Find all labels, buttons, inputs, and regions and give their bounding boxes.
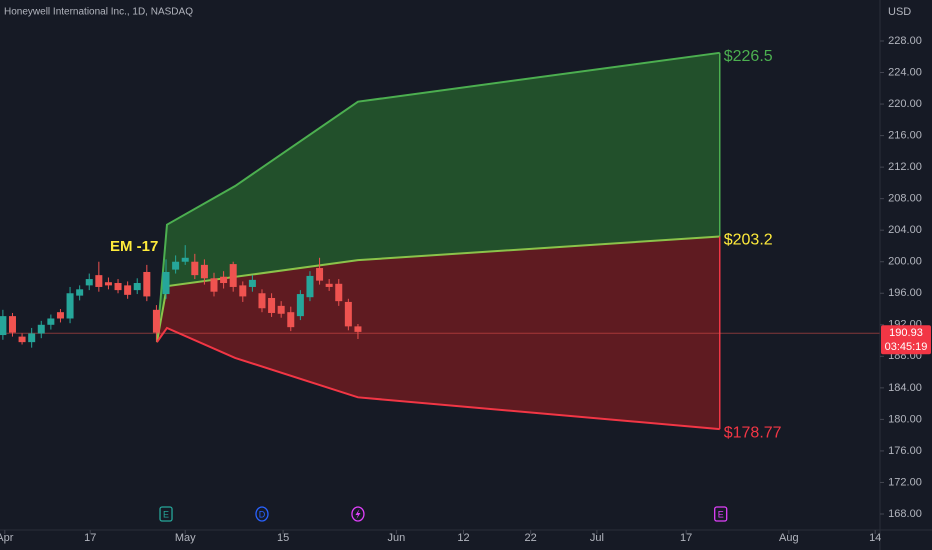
y-tick-label: 224.00 bbox=[888, 66, 922, 78]
x-tick-label: Jul bbox=[590, 532, 604, 544]
y-tick-label: 172.00 bbox=[888, 476, 922, 488]
candle-body bbox=[143, 271, 151, 297]
event-marker bbox=[351, 506, 365, 522]
y-tick-label: 184.00 bbox=[888, 382, 922, 394]
candle-body bbox=[277, 305, 285, 314]
annotation: EM -17 bbox=[110, 238, 158, 255]
candle-body bbox=[258, 293, 266, 309]
candle-body bbox=[316, 268, 324, 281]
band-label: $203.2 bbox=[724, 232, 773, 249]
event-label: D bbox=[259, 509, 266, 519]
candle-body bbox=[95, 275, 103, 287]
y-tick-label: 200.00 bbox=[888, 256, 922, 268]
event-label: E bbox=[163, 509, 169, 519]
x-tick-label: Aug bbox=[779, 532, 799, 544]
candle-body bbox=[124, 285, 132, 295]
candle-body bbox=[200, 264, 208, 279]
candle-body bbox=[239, 285, 247, 297]
x-tick-label: 17 bbox=[84, 532, 96, 544]
band-line bbox=[155, 235, 720, 343]
candle-body bbox=[335, 283, 343, 302]
last-price-tag bbox=[881, 325, 931, 355]
event-marker bbox=[159, 506, 173, 522]
candle-body bbox=[344, 301, 352, 327]
event-marker bbox=[255, 506, 269, 522]
candle-body bbox=[248, 279, 256, 287]
currency: USD bbox=[888, 6, 911, 18]
band-line bbox=[155, 51, 720, 343]
band-area bbox=[156, 52, 720, 343]
candle-body bbox=[18, 336, 26, 343]
event-label: E bbox=[718, 509, 724, 519]
candle-body bbox=[56, 312, 64, 319]
candle-body bbox=[28, 333, 36, 343]
y-tick-label: 228.00 bbox=[888, 35, 922, 47]
candle-body bbox=[181, 257, 189, 262]
y-tick-label: 212.00 bbox=[888, 161, 922, 173]
candle-body bbox=[191, 261, 199, 276]
candle-body bbox=[229, 264, 237, 287]
band-line bbox=[156, 326, 720, 431]
candle-body bbox=[296, 294, 304, 317]
y-tick-label: 176.00 bbox=[888, 445, 922, 457]
candle-body bbox=[133, 283, 141, 291]
x-tick-label: Jun bbox=[387, 532, 405, 544]
y-tick-label: 168.00 bbox=[888, 508, 922, 520]
countdown-label: 03:45:19 bbox=[885, 341, 928, 353]
x-tick-label: 22 bbox=[525, 532, 537, 544]
band-label: $178.77 bbox=[724, 424, 782, 441]
x-tick-label: 14 bbox=[869, 532, 881, 544]
candle-body bbox=[37, 324, 45, 334]
event-icon bbox=[355, 509, 361, 519]
y-tick-label: 180.00 bbox=[888, 413, 922, 425]
y-tick-label: 204.00 bbox=[888, 224, 922, 236]
y-tick-label: 216.00 bbox=[888, 130, 922, 142]
x-tick-label: 12 bbox=[457, 532, 469, 544]
candle-body bbox=[85, 279, 93, 286]
chart-title: Honeywell International Inc., 1D, NASDAQ bbox=[4, 7, 193, 18]
candle-body bbox=[210, 278, 218, 292]
x-tick-label: Apr bbox=[0, 532, 14, 544]
x-tick-label: 15 bbox=[277, 532, 289, 544]
candle-body bbox=[287, 312, 295, 328]
candle-body bbox=[268, 297, 276, 313]
y-tick-label: 196.00 bbox=[888, 287, 922, 299]
candle-body bbox=[306, 275, 314, 298]
event-marker bbox=[714, 506, 728, 522]
candle-body bbox=[114, 283, 122, 291]
x-tick-label: May bbox=[175, 532, 196, 544]
candle-body bbox=[152, 309, 160, 333]
candle-body bbox=[76, 289, 84, 296]
band-label: $226.5 bbox=[724, 48, 773, 65]
candle-body bbox=[66, 293, 74, 319]
candle-body bbox=[8, 316, 16, 333]
candle-body bbox=[0, 316, 7, 336]
candle-body bbox=[220, 276, 228, 284]
last-price-label: 190.93 bbox=[889, 327, 923, 339]
x-tick-label: 17 bbox=[680, 532, 692, 544]
candle-body bbox=[47, 318, 55, 325]
candle-body bbox=[104, 282, 112, 286]
candle-body bbox=[325, 283, 333, 287]
candle-body bbox=[354, 326, 362, 332]
candle-body bbox=[172, 261, 180, 270]
y-tick-label: 220.00 bbox=[888, 98, 922, 110]
y-tick-label: 208.00 bbox=[888, 193, 922, 205]
candle-body bbox=[162, 271, 170, 295]
